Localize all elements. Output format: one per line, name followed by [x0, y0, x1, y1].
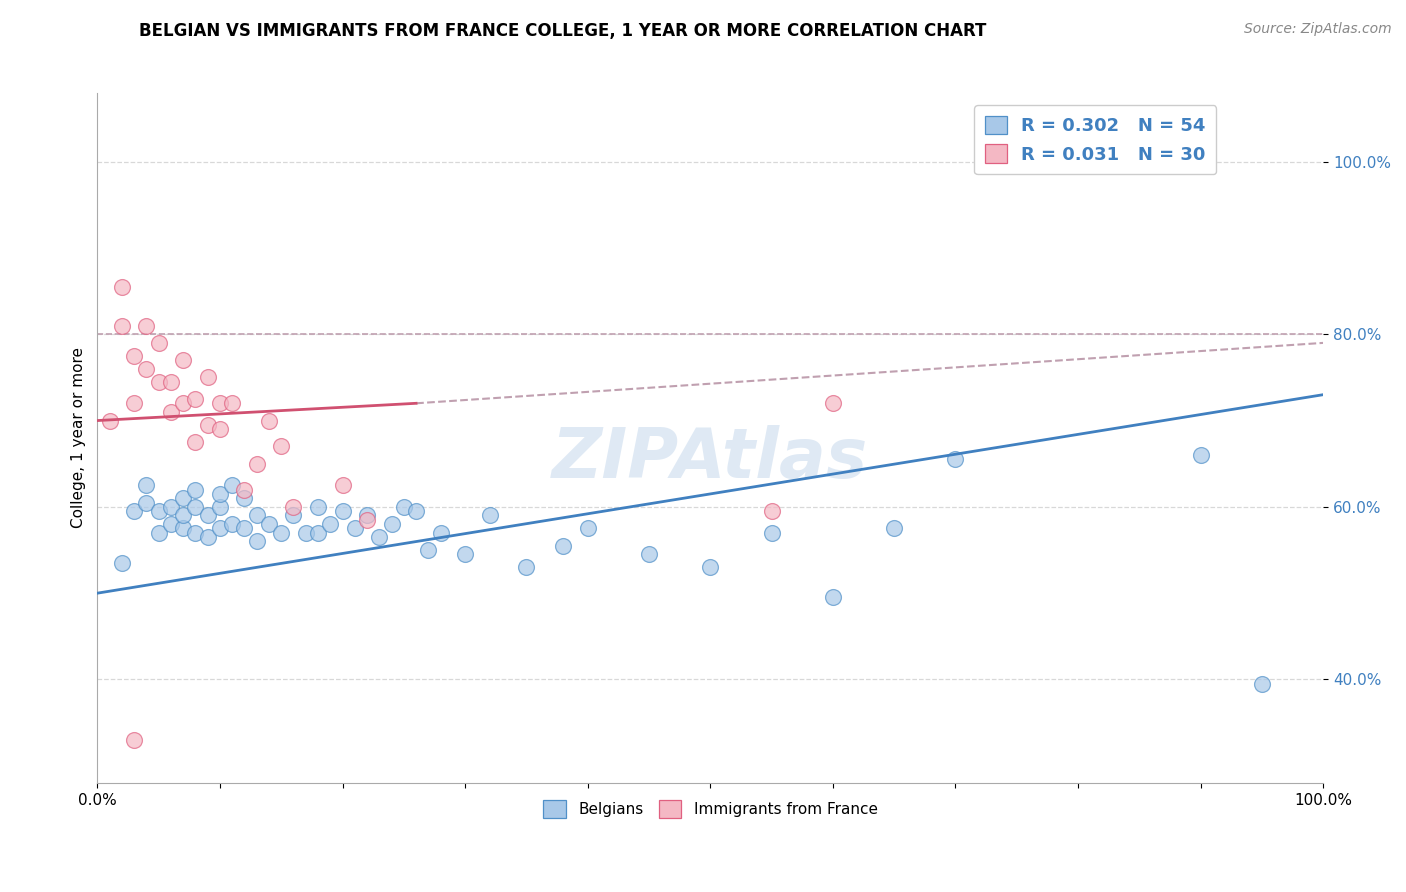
Point [381, 517, 404, 532]
Point [148, 504, 170, 518]
Point [160, 405, 183, 419]
Point [307, 500, 329, 514]
Point [821, 591, 844, 605]
Point [122, 732, 145, 747]
Point [184, 435, 207, 450]
Point [246, 508, 269, 523]
Point [221, 517, 243, 532]
Point [135, 495, 157, 509]
Point [172, 521, 194, 535]
Point [160, 500, 183, 514]
Point [184, 525, 207, 540]
Point [283, 508, 305, 523]
Point [454, 547, 477, 561]
Text: ZIPAtlas: ZIPAtlas [553, 425, 869, 492]
Point [122, 349, 145, 363]
Point [208, 521, 231, 535]
Point [221, 396, 243, 410]
Text: BELGIAN VS IMMIGRANTS FROM FRANCE COLLEGE, 1 YEAR OR MORE CORRELATION CHART: BELGIAN VS IMMIGRANTS FROM FRANCE COLLEG… [139, 22, 986, 40]
Point [515, 560, 537, 574]
Point [135, 361, 157, 376]
Point [197, 417, 219, 432]
Text: Source: ZipAtlas.com: Source: ZipAtlas.com [1244, 22, 1392, 37]
Point [98, 413, 121, 427]
Point [208, 396, 231, 410]
Legend: Belgians, Immigrants from France: Belgians, Immigrants from France [537, 794, 884, 823]
Point [122, 504, 145, 518]
Point [332, 504, 354, 518]
Point [172, 353, 194, 368]
Point [184, 392, 207, 406]
Point [883, 521, 905, 535]
Point [111, 318, 134, 333]
Point [368, 530, 391, 544]
Point [392, 500, 415, 514]
Point [332, 478, 354, 492]
Point [221, 478, 243, 492]
Point [576, 521, 599, 535]
Point [356, 508, 378, 523]
Point [208, 500, 231, 514]
Point [148, 335, 170, 350]
Point [233, 491, 256, 506]
Point [208, 487, 231, 501]
Point [160, 375, 183, 389]
Point [356, 513, 378, 527]
Point [148, 525, 170, 540]
Point [257, 517, 280, 532]
Point [283, 500, 305, 514]
Point [294, 525, 316, 540]
Point [429, 525, 451, 540]
Y-axis label: College, 1 year or more: College, 1 year or more [72, 347, 86, 528]
Point [172, 491, 194, 506]
Point [821, 396, 844, 410]
Point [257, 413, 280, 427]
Point [418, 543, 440, 558]
Point [172, 396, 194, 410]
Point [478, 508, 501, 523]
Point [553, 539, 575, 553]
Point [208, 422, 231, 436]
Point [270, 440, 292, 454]
Point [148, 375, 170, 389]
Point [638, 547, 661, 561]
Point [405, 504, 427, 518]
Point [135, 318, 157, 333]
Point [1251, 677, 1274, 691]
Point [233, 483, 256, 497]
Point [233, 521, 256, 535]
Point [319, 517, 342, 532]
Point [761, 525, 783, 540]
Point [197, 370, 219, 384]
Point [307, 525, 329, 540]
Point [761, 504, 783, 518]
Point [699, 560, 721, 574]
Point [1189, 448, 1212, 462]
Point [270, 525, 292, 540]
Point [160, 517, 183, 532]
Point [246, 457, 269, 471]
Point [184, 500, 207, 514]
Point [184, 483, 207, 497]
Point [343, 521, 366, 535]
Point [111, 280, 134, 294]
Point [122, 396, 145, 410]
Point [197, 530, 219, 544]
Point [246, 534, 269, 549]
Point [135, 478, 157, 492]
Point [197, 508, 219, 523]
Point [172, 508, 194, 523]
Point [945, 452, 967, 467]
Point [111, 556, 134, 570]
